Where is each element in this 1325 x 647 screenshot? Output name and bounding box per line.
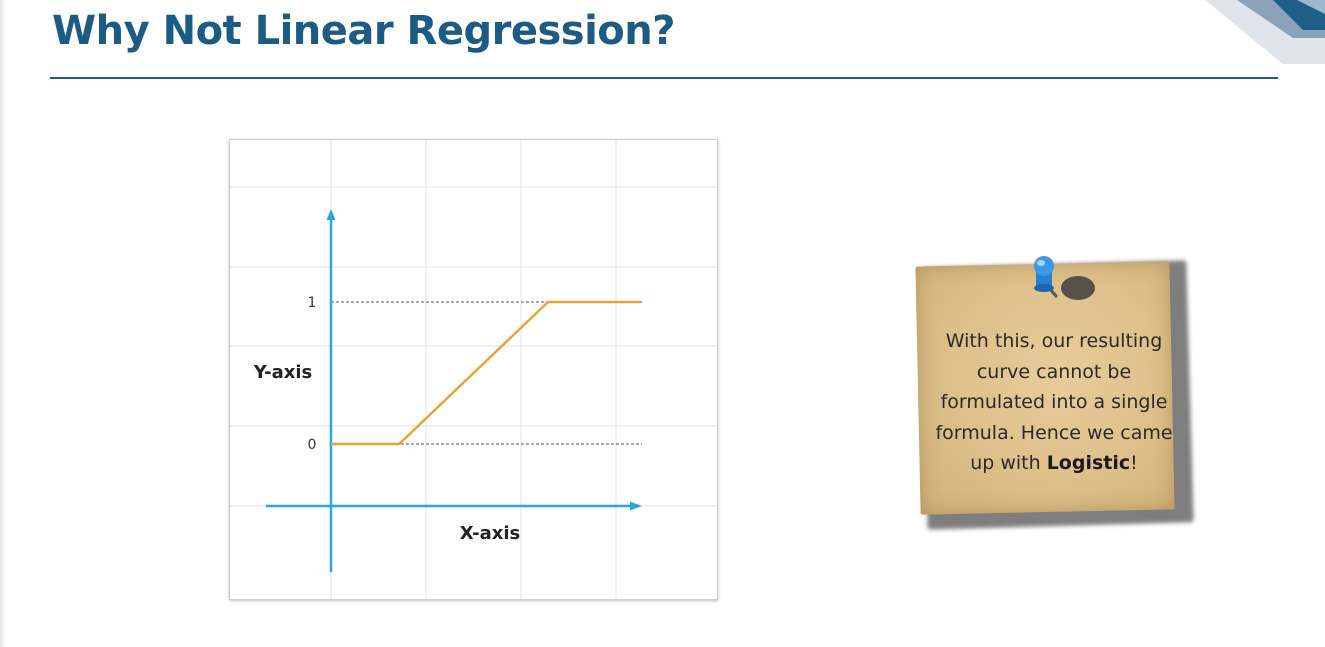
reference-lines: [331, 301, 642, 445]
series-line: [331, 300, 641, 446]
y-tick-label-1: 1: [308, 295, 317, 311]
sticky-note: With this, our resulting curve cannot be…: [906, 250, 1206, 540]
y-tick-labels: 01: [308, 295, 317, 453]
chart-svg: 01 Y-axis X-axis: [230, 140, 717, 599]
pushpin-icon: [1034, 256, 1095, 300]
note-text-main: With this, our resulting curve cannot be…: [935, 330, 1173, 474]
note-text-bold: Logistic: [1046, 452, 1131, 474]
slide-left-edge: [0, 0, 6, 647]
slide-title: Why Not Linear Regression?: [52, 8, 675, 54]
x-axis-arrow: [630, 501, 642, 511]
y-axis-arrow: [326, 209, 336, 220]
x-axis-label: X-axis: [460, 523, 521, 544]
y-tick-label-0: 0: [308, 437, 317, 453]
corner-decoration: [1205, 0, 1325, 64]
y-axis-label: Y-axis: [253, 362, 313, 383]
sticky-note-text: With this, our resulting curve cannot be…: [926, 326, 1182, 479]
title-underline: [50, 77, 1278, 79]
note-text-end: !: [1130, 452, 1138, 474]
